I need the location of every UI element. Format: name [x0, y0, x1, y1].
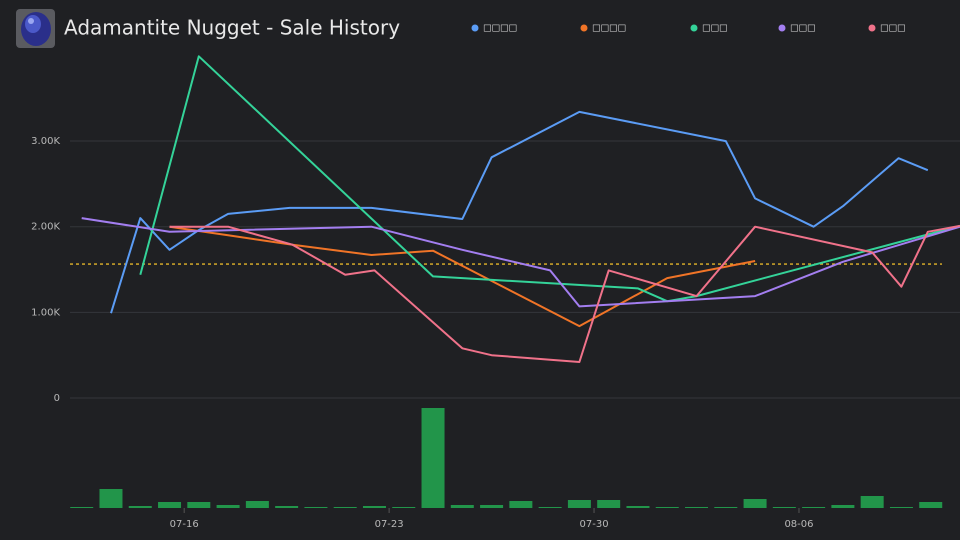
volume-bar [421, 408, 445, 508]
legend-label: □□□ [702, 24, 728, 34]
legend-swatch [580, 24, 588, 32]
volume-bar [831, 505, 855, 508]
legend-swatch [778, 24, 786, 32]
y-tick-label: 1.00K [31, 307, 60, 318]
y-tick-label: 0 [54, 393, 60, 404]
volume-bar [99, 489, 123, 508]
x-tick-label: 08-06 [784, 519, 813, 530]
legend-item: □□□ [868, 24, 906, 34]
volume-bar [685, 507, 709, 508]
x-tick-label: 07-23 [375, 519, 404, 530]
volume-bar [860, 496, 884, 508]
volume-bar [567, 500, 591, 508]
volume-bar [450, 505, 474, 508]
y-tick-label: 2.00K [31, 222, 60, 233]
legend-swatch [868, 24, 876, 32]
volume-bar [480, 505, 504, 508]
volume-bar [889, 507, 913, 508]
volume-bar [919, 502, 943, 508]
volume-bar [216, 505, 240, 508]
series-line [169, 225, 756, 328]
volume-bar [158, 502, 182, 508]
item-icon [16, 9, 55, 48]
volume-bar [333, 507, 357, 508]
y-tick-label: 3.00K [31, 136, 60, 147]
volume-bar [538, 507, 562, 508]
volume-bar [743, 499, 767, 508]
volume-bar [304, 507, 328, 508]
series-line [110, 110, 929, 314]
volume-bar [802, 507, 826, 508]
volume-bar [772, 507, 796, 508]
legend-item: □□□ [778, 24, 816, 34]
legend-label: □□□ [880, 24, 906, 34]
legend-label: □□□ [790, 24, 816, 34]
volume-bar [128, 506, 152, 508]
volume-bar [392, 507, 416, 508]
legend-label: □□□□ [592, 24, 626, 34]
volume-bar [245, 501, 269, 508]
legend-item: □□□□ [580, 24, 626, 34]
legend-item: □□□ [690, 24, 728, 34]
legend-item: □□□□ [471, 24, 517, 34]
volume-bar [626, 506, 650, 508]
volume-bar [362, 506, 386, 508]
legend-swatch [690, 24, 698, 32]
series-line [169, 224, 960, 363]
x-tick-label: 07-30 [580, 519, 609, 530]
legend-swatch [471, 24, 479, 32]
volume-bar [187, 502, 211, 508]
volume-bar [275, 506, 299, 508]
volume-bar [714, 507, 738, 508]
volume-bar [509, 501, 533, 508]
volume-bar [70, 507, 94, 508]
volume-bar [655, 507, 679, 508]
chart-title: Adamantite Nugget - Sale History [64, 16, 400, 40]
x-tick-label: 07-16 [170, 519, 199, 530]
volume-bar [597, 500, 621, 508]
legend-label: □□□□ [483, 24, 517, 34]
